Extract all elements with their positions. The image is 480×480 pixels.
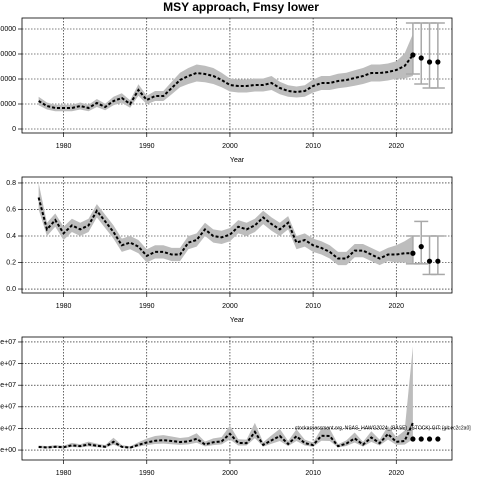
projection-point: [410, 436, 416, 442]
x-tick-label: 1990: [139, 470, 155, 477]
y-tick-label: 0e+00: [0, 447, 16, 454]
y-tick-label: 0.4: [6, 233, 16, 240]
x-tick-label: 1980: [56, 303, 72, 310]
y-tick-label: 0.0: [6, 286, 16, 293]
x-tick-label: 2000: [222, 470, 238, 477]
confidence-band: [38, 346, 413, 449]
x-axis-label: Year: [230, 157, 245, 164]
projection-point: [410, 52, 416, 58]
projection-point: [426, 436, 433, 442]
plot-frame: [21, 176, 453, 294]
projection-point: [435, 59, 441, 65]
projection-point: [418, 55, 424, 61]
projection-point: [426, 258, 433, 264]
projection-point: [435, 436, 441, 442]
projection-point: [418, 436, 424, 442]
x-tick-label: 1990: [139, 143, 155, 150]
x-tick-label: 1980: [56, 143, 72, 150]
x-tick-label: 2010: [305, 470, 321, 477]
y-tick-label: 3e+07: [0, 382, 16, 389]
estimate-line: [37, 197, 413, 260]
projection-point: [418, 244, 424, 250]
annotation: stockassessment.org, NSAS_HAWG2024_(BASE…: [295, 425, 471, 431]
x-tick-label: 2010: [305, 143, 321, 150]
chart-title: MSY approach, Fmsy lower: [163, 0, 319, 14]
x-tick-label: 2020: [388, 143, 404, 150]
x-tick-label: 2000: [222, 303, 238, 310]
x-tick-label: 2020: [388, 303, 404, 310]
y-tick-label: 1e+07: [0, 425, 16, 432]
y-tick-label: 0: [12, 126, 16, 133]
estimate-line: [38, 422, 414, 449]
y-tick-label: 2e+07: [0, 404, 16, 411]
y-tick-label: 0.8: [6, 180, 16, 187]
y-tick-label: 5e+07: [0, 339, 16, 346]
estimate-line: [38, 54, 414, 110]
x-tick-label: 1980: [56, 470, 72, 477]
y-tick-label: 10000: [0, 101, 16, 108]
x-tick-label: 2000: [222, 143, 238, 150]
y-tick-label: 30000: [0, 51, 16, 58]
plot-frame: [21, 336, 453, 461]
x-tick-label: 2010: [305, 303, 321, 310]
x-tick-label: 1990: [139, 303, 155, 310]
y-tick-label: 40000: [0, 26, 16, 33]
plot-frame: [21, 17, 453, 134]
y-tick-label: 0.2: [6, 259, 16, 266]
projection-point: [426, 59, 433, 65]
x-axis-label: Year: [230, 317, 245, 324]
projection-point: [435, 258, 441, 264]
y-tick-label: 4e+07: [0, 360, 16, 367]
x-tick-label: 2020: [388, 470, 404, 477]
projection-point: [410, 250, 416, 256]
y-tick-label: 0.6: [6, 206, 16, 213]
